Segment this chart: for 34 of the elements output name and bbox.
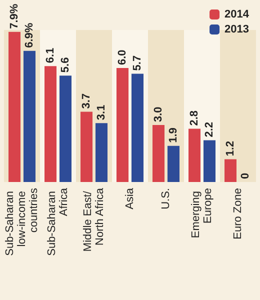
data-label: 2.8 xyxy=(188,110,200,126)
data-label: 5.6 xyxy=(60,57,72,73)
bar xyxy=(132,74,144,182)
x-tick-label: U.S. xyxy=(160,188,172,210)
data-label: 6.9% xyxy=(24,22,36,48)
legend-label: 2014 xyxy=(224,8,250,20)
data-label: 0 xyxy=(240,172,252,179)
data-label: 3.0 xyxy=(152,106,164,122)
x-tick-label: Euro Zone xyxy=(232,188,244,240)
x-tick-label: Middle East/ North Africa xyxy=(82,187,106,252)
x-tick-label: Sub-Saharan low-income countries xyxy=(4,188,40,256)
data-label: 7.9% xyxy=(8,4,20,29)
bar xyxy=(80,112,92,182)
bar xyxy=(152,125,164,182)
bar xyxy=(168,146,180,182)
bar xyxy=(224,159,236,182)
bar xyxy=(188,128,200,182)
data-label: 1.2 xyxy=(224,140,236,156)
bar xyxy=(204,140,216,182)
x-tick-label: Emerging Europe xyxy=(190,188,214,238)
bar xyxy=(60,76,72,182)
data-label: 6.1 xyxy=(44,48,56,64)
x-tick-label: Sub-Saharan Africa xyxy=(46,187,70,256)
data-label: 1.9 xyxy=(168,128,180,143)
bar xyxy=(44,66,56,182)
data-label: 2.2 xyxy=(204,122,216,138)
data-label: 3.7 xyxy=(80,93,92,109)
bar xyxy=(96,123,108,182)
bar xyxy=(116,68,128,182)
data-label: 6.0 xyxy=(116,50,128,65)
legend-label: 2013 xyxy=(224,24,250,36)
data-label: 3.1 xyxy=(96,104,108,120)
x-tick-label: Asia xyxy=(124,187,136,210)
data-label: 5.7 xyxy=(132,55,144,71)
